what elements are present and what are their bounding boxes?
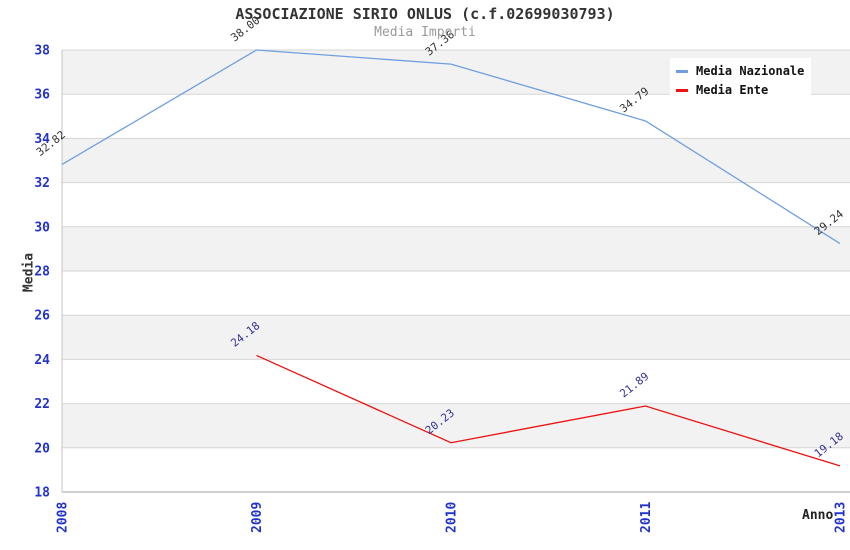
y-tick-label: 20 <box>34 441 50 456</box>
plot-band <box>62 403 850 448</box>
x-tick-label: 2011 <box>639 502 654 533</box>
y-tick-label: 18 <box>34 486 50 501</box>
x-tick-label: 2009 <box>250 502 265 533</box>
y-tick-label: 30 <box>34 220 50 235</box>
x-tick-label: 2010 <box>445 502 460 533</box>
chart-subtitle: Media Importi <box>374 25 476 40</box>
plot-band <box>62 182 850 227</box>
plot-band <box>62 271 850 316</box>
media-nazionale-line-swatch <box>676 69 688 73</box>
y-tick-label: 28 <box>34 265 50 280</box>
legend-item-media-ente: Media Ente <box>676 82 805 98</box>
plot-band <box>62 138 850 183</box>
plot-band <box>62 359 850 404</box>
media-ente-line-swatch <box>676 88 688 92</box>
y-tick-label: 26 <box>34 309 50 324</box>
y-tick-label: 34 <box>34 132 50 147</box>
chart-title: ASSOCIAZIONE SIRIO ONLUS (c.f.0269903079… <box>235 5 615 23</box>
legend: Media Nazionale Media Ente <box>670 58 811 104</box>
legend-label-media-ente: Media Ente <box>696 83 769 97</box>
plot-band <box>62 447 850 492</box>
y-tick-label: 22 <box>34 397 50 412</box>
y-tick-label: 32 <box>34 176 50 191</box>
y-tick-label: 36 <box>34 88 50 103</box>
y-axis-title: Media <box>21 252 37 293</box>
legend-item-media-nazionale: Media Nazionale <box>676 63 805 79</box>
series-line-media-ente <box>256 354 841 467</box>
series-line-media-nazionale <box>61 49 841 245</box>
x-tick-label: 2013 <box>834 502 849 533</box>
y-tick-label: 24 <box>34 353 50 368</box>
x-tick-label: 2008 <box>56 502 71 533</box>
y-tick-label: 38 <box>34 44 50 59</box>
legend-label-media-nazionale: Media Nazionale <box>696 64 805 78</box>
plot-band <box>62 315 850 360</box>
x-axis-title: Anno <box>802 508 834 523</box>
plot-band <box>62 226 850 271</box>
